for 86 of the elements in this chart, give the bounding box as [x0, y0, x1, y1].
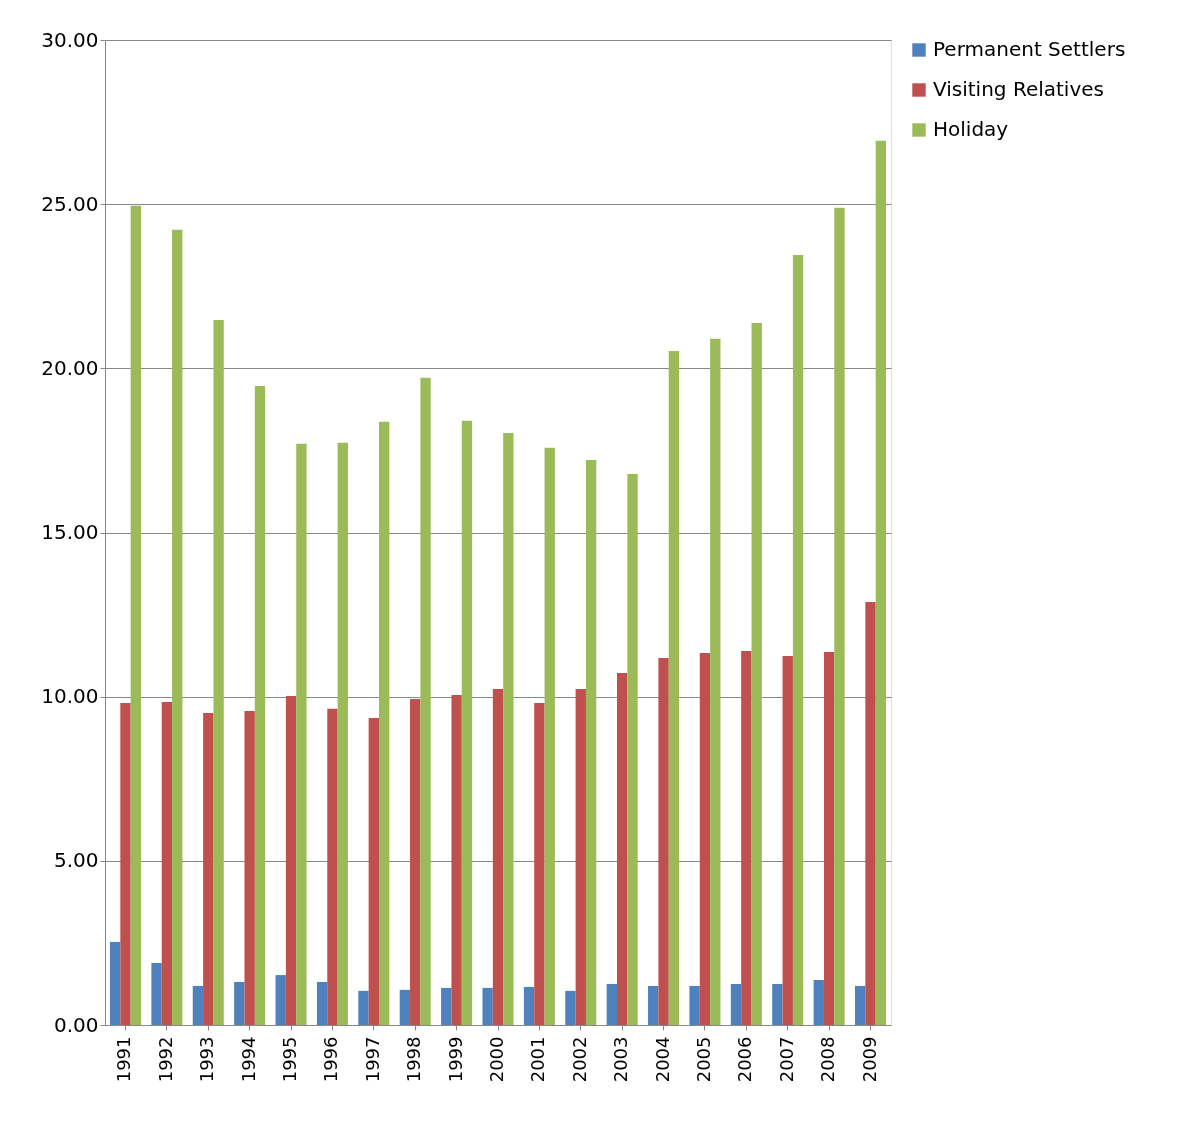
x-tick-label: 1998 — [403, 1036, 425, 1083]
bar — [492, 689, 504, 1025]
bar — [565, 990, 576, 1025]
x-tick-label: 1999 — [444, 1036, 466, 1083]
x-tick-label: 2002 — [568, 1036, 590, 1083]
legend-label: Visiting Relatives — [933, 77, 1104, 101]
y-tick-label: 25.00 — [41, 191, 99, 216]
bar — [648, 985, 659, 1025]
y-tick-label: 5.00 — [53, 848, 99, 873]
bar — [203, 713, 214, 1025]
bar — [875, 140, 887, 1025]
bar — [420, 377, 431, 1025]
bar — [772, 983, 783, 1025]
x-tick-label: 2005 — [692, 1036, 714, 1083]
legend-label: Holiday — [933, 117, 1009, 141]
x-tick-label: 2001 — [527, 1036, 549, 1083]
bar — [254, 386, 266, 1025]
bar — [109, 941, 121, 1025]
y-tick-label: 20.00 — [41, 355, 99, 380]
bar — [285, 696, 297, 1025]
bar — [503, 433, 514, 1025]
y-tick-label: 15.00 — [41, 520, 99, 544]
bar — [399, 989, 411, 1025]
bar — [741, 651, 752, 1025]
bar — [544, 447, 555, 1025]
bar — [130, 205, 142, 1025]
bar — [234, 981, 245, 1025]
bar — [813, 980, 824, 1025]
bar — [296, 443, 307, 1025]
bar — [710, 338, 721, 1025]
x-tick-label: 1996 — [320, 1036, 342, 1083]
bar — [327, 708, 338, 1025]
bar — [172, 229, 183, 1025]
x-tick-label: 2008 — [817, 1036, 839, 1083]
y-tick-label: 30.00 — [41, 27, 99, 52]
bar — [834, 207, 845, 1025]
bar — [617, 673, 628, 1025]
bar — [658, 657, 669, 1025]
bar — [337, 442, 348, 1025]
bar — [668, 350, 680, 1025]
bar — [451, 695, 462, 1025]
bar — [782, 655, 793, 1025]
bar — [823, 652, 835, 1025]
x-tick-label: 1992 — [154, 1036, 176, 1083]
legend-label: Permanent Settlers — [933, 37, 1126, 61]
bar — [627, 474, 638, 1025]
bar — [275, 975, 286, 1025]
x-tick-label: 1993 — [196, 1036, 218, 1083]
bar — [689, 985, 700, 1025]
x-tick-label: 1991 — [113, 1036, 135, 1083]
bar — [699, 653, 711, 1025]
bar — [410, 698, 421, 1025]
bar — [523, 986, 535, 1025]
bar — [358, 990, 369, 1025]
bar — [482, 987, 493, 1025]
y-tick-label: 10.00 — [41, 684, 99, 709]
bar — [461, 420, 473, 1025]
x-tick-label: 1997 — [361, 1036, 383, 1083]
x-tick-label: 2003 — [610, 1036, 632, 1083]
x-tick-label: 2009 — [858, 1036, 880, 1083]
bar — [751, 323, 762, 1025]
bar — [585, 459, 597, 1025]
y-tick-label: 0.00 — [53, 1012, 99, 1037]
bar — [534, 702, 545, 1025]
bar — [161, 701, 173, 1025]
bar — [441, 987, 452, 1025]
bar — [244, 711, 255, 1025]
bar — [792, 255, 804, 1025]
x-tick-label: 1995 — [279, 1036, 301, 1083]
x-tick-label: 1994 — [237, 1036, 259, 1083]
bar — [192, 985, 204, 1025]
x-tick-label: 2007 — [775, 1036, 797, 1083]
bar — [606, 983, 617, 1025]
bar — [213, 320, 224, 1025]
bar — [854, 985, 866, 1025]
x-tick-label: 2006 — [734, 1036, 756, 1083]
bar — [730, 983, 742, 1025]
bar — [120, 702, 131, 1025]
x-tick-label: 2000 — [486, 1036, 507, 1083]
bar — [865, 602, 876, 1025]
bar — [151, 962, 162, 1025]
bar — [379, 421, 390, 1025]
bar — [316, 981, 328, 1025]
bar — [575, 689, 586, 1025]
x-tick-label: 2004 — [651, 1036, 673, 1083]
bar — [368, 718, 379, 1025]
